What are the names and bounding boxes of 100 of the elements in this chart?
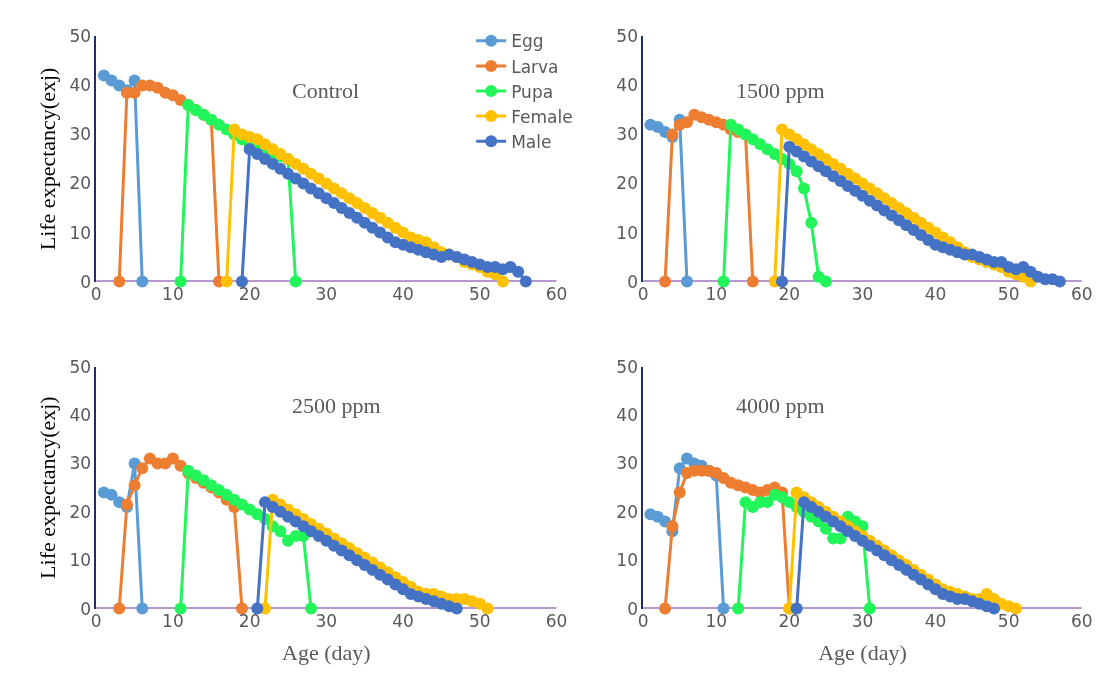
- point: [681, 275, 693, 288]
- point: [819, 275, 832, 288]
- y-tick-label: 20: [616, 173, 638, 194]
- point: [174, 602, 187, 615]
- point: [1053, 275, 1066, 288]
- y-tick-label: 10: [616, 550, 638, 571]
- point: [673, 486, 686, 499]
- x-tick-label: 40: [392, 610, 414, 631]
- point: [746, 275, 759, 288]
- point: [235, 275, 248, 288]
- y-tick-label: 30: [616, 124, 638, 145]
- point: [113, 275, 126, 288]
- x-tick-label: 50: [997, 283, 1020, 304]
- point: [988, 602, 1001, 615]
- legend-label: Female: [511, 106, 573, 127]
- legend-label: Egg: [511, 31, 544, 52]
- x-tick-label: 60: [545, 283, 568, 304]
- x-tick-label: 60: [1070, 610, 1093, 631]
- x-tick-label: 60: [1070, 283, 1093, 304]
- point: [790, 165, 803, 178]
- y-tick-label: 50: [616, 356, 638, 377]
- legend-label: Male: [511, 131, 552, 152]
- point: [666, 520, 679, 533]
- text: Control: [292, 78, 360, 103]
- point: [105, 488, 118, 501]
- y-tick-label: 50: [69, 356, 92, 377]
- y-tick-label: 10: [616, 222, 638, 243]
- x-tick-label: 50: [468, 610, 491, 631]
- point: [166, 452, 179, 465]
- x-tick-label: 30: [851, 283, 874, 304]
- y-tick-label: 40: [69, 404, 92, 425]
- point: [717, 602, 730, 615]
- point: [797, 182, 810, 195]
- y-tick-label: 10: [69, 550, 92, 571]
- point: [450, 602, 463, 615]
- x-axis-title: Age (day): [282, 640, 371, 666]
- text: 4000 ppm: [736, 393, 825, 418]
- x-tick-label: 20: [238, 610, 261, 631]
- legend-label: Pupa: [511, 81, 554, 102]
- y-tick-label: 20: [69, 501, 92, 522]
- point: [519, 275, 532, 288]
- y-tick-label: 40: [69, 75, 92, 96]
- point: [863, 602, 876, 615]
- x-tick-label: 50: [997, 610, 1020, 631]
- x-axis-title: Age (day): [818, 640, 907, 666]
- point: [235, 602, 248, 615]
- point: [819, 522, 832, 535]
- point: [136, 602, 149, 615]
- point: [128, 479, 141, 492]
- point: [1009, 602, 1022, 615]
- y-tick-label: 30: [69, 453, 92, 474]
- x-tick-label: 40: [392, 283, 414, 304]
- x-tick-label: 40: [924, 610, 947, 631]
- point: [681, 116, 693, 129]
- text: 1500 ppm: [736, 78, 825, 103]
- y-axis-title: Life expectancy(exj): [34, 396, 60, 579]
- legend-label: Larva: [511, 56, 559, 77]
- x-tick-label: 30: [315, 610, 338, 631]
- y-tick-label: 20: [69, 173, 92, 194]
- x-tick-label: 10: [705, 283, 728, 304]
- point: [136, 275, 149, 288]
- point: [512, 265, 525, 278]
- x-tick-label: 10: [705, 610, 728, 631]
- y-tick-label: 40: [616, 75, 638, 96]
- y-tick-label: 40: [616, 404, 638, 425]
- point: [289, 275, 302, 288]
- text: 2500 ppm: [292, 393, 381, 418]
- x-tick-label: 30: [315, 283, 338, 304]
- point: [790, 602, 803, 615]
- x-tick-label: 60: [545, 610, 568, 631]
- y-tick-label: 30: [69, 124, 92, 145]
- point: [496, 275, 509, 288]
- point: [174, 275, 187, 288]
- point: [776, 275, 789, 288]
- point: [659, 602, 672, 615]
- point: [481, 602, 494, 615]
- point: [717, 275, 730, 288]
- x-tick-label: 20: [778, 610, 801, 631]
- point: [805, 216, 818, 229]
- point: [732, 602, 745, 615]
- x-tick-label: 40: [924, 283, 947, 304]
- y-tick-label: 50: [69, 26, 92, 47]
- y-tick-label: 20: [616, 501, 638, 522]
- y-tick-label: 30: [616, 453, 638, 474]
- x-tick-label: 20: [238, 283, 261, 304]
- x-tick-label: 10: [162, 610, 184, 631]
- y-axis-title: Life expectancy(exj): [34, 67, 60, 251]
- x-tick-label: 50: [468, 283, 491, 304]
- point: [274, 525, 287, 538]
- point: [305, 602, 318, 615]
- point: [113, 602, 126, 615]
- point: [136, 462, 149, 475]
- point: [659, 275, 672, 288]
- y-tick-label: 50: [616, 26, 638, 47]
- point: [220, 275, 233, 288]
- point: [251, 602, 264, 615]
- y-tick-label: 10: [69, 222, 92, 243]
- x-tick-label: 30: [851, 610, 874, 631]
- x-tick-label: 10: [162, 283, 184, 304]
- x-tick-label: 20: [778, 283, 801, 304]
